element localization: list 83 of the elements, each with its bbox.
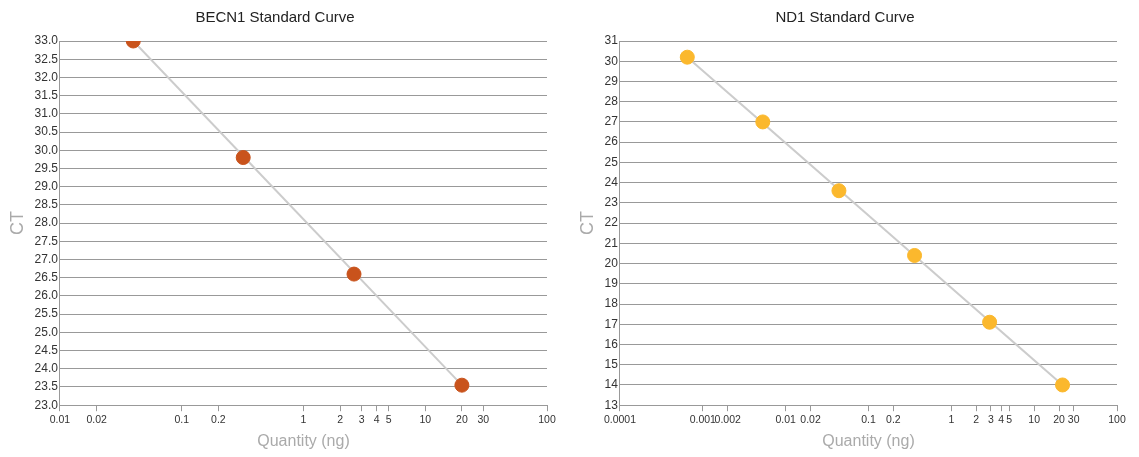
y-tick-label: 14 xyxy=(604,377,619,392)
y-tick-label: 31 xyxy=(604,33,619,48)
point xyxy=(831,183,847,199)
y-axis-title: CT xyxy=(576,211,597,236)
y-tick-label: 27.5 xyxy=(34,233,59,248)
y-tick-label: 15 xyxy=(604,357,619,372)
x-tick-label: 0.2 xyxy=(886,413,901,426)
y-tick-label: 23.0 xyxy=(34,397,59,412)
y-tick-label: 27.0 xyxy=(34,251,59,266)
x-tick-label: 4 xyxy=(998,413,1005,426)
y-tick-label: 30.0 xyxy=(34,142,59,157)
x-tick-label: 5 xyxy=(385,413,392,426)
y-tick-label: 26.5 xyxy=(34,270,59,285)
x-tick-label: 4 xyxy=(373,413,380,426)
y-tick-label: 20 xyxy=(604,255,619,270)
x-tick-label: 30 xyxy=(1067,413,1080,426)
x-tick-label: 5 xyxy=(1006,413,1013,426)
y-tick-label: 13 xyxy=(604,397,619,412)
y-tick-label: 31.0 xyxy=(34,106,59,121)
y-tick-label: 26 xyxy=(604,134,619,149)
y-tick-label: 23 xyxy=(604,195,619,210)
point xyxy=(755,114,771,130)
y-tick-label: 28.5 xyxy=(34,197,59,212)
y-tick-label: 32.0 xyxy=(34,69,59,84)
y-tick-label: 26.0 xyxy=(34,288,59,303)
y-tick-label: 25 xyxy=(604,154,619,169)
x-tick-label: 0.02 xyxy=(86,413,107,426)
y-tick-label: 27 xyxy=(604,114,619,129)
y-tick-label: 28 xyxy=(604,94,619,109)
x-tick-label: 3 xyxy=(987,413,994,426)
y-tick-label: 17 xyxy=(604,316,619,331)
x-tick-label: 2 xyxy=(973,413,980,426)
y-tick-label: 28.0 xyxy=(34,215,59,230)
y-tick-label: 25.0 xyxy=(34,324,59,339)
x-tick-label: 0.002 xyxy=(714,413,742,426)
x-tick-label: 1 xyxy=(300,413,307,426)
y-tick-label: 29 xyxy=(604,73,619,88)
x-tick-label: 0.01 xyxy=(775,413,797,426)
x-tick-label: 20 xyxy=(1053,413,1066,426)
point xyxy=(235,150,251,166)
point xyxy=(907,247,923,263)
chart-title: ND1 Standard Curve xyxy=(775,8,915,26)
x-tick-label: 100 xyxy=(538,413,556,426)
point xyxy=(454,377,470,393)
x-axis-title: Quantity (ng) xyxy=(257,431,350,449)
point xyxy=(679,49,695,65)
x-tick-label: 0.02 xyxy=(800,413,821,426)
x-tick-label: 10 xyxy=(1028,413,1041,426)
chart-title: BECN1 Standard Curve xyxy=(195,8,355,26)
x-tick-label: 3 xyxy=(358,413,365,426)
x-tick-label: 30 xyxy=(477,413,490,426)
y-tick-label: 29.5 xyxy=(34,160,59,175)
x-tick-label: 20 xyxy=(456,413,468,426)
y-tick-label: 30 xyxy=(604,53,619,68)
y-tick-label: 25.5 xyxy=(34,306,59,321)
y-tick-label: 24 xyxy=(604,174,619,189)
x-tick-label: 0.1 xyxy=(861,413,876,426)
x-tick-label: 0.001 xyxy=(689,413,717,426)
y-tick-label: 33.0 xyxy=(34,33,59,48)
y-tick-label: 24.0 xyxy=(34,361,59,376)
x-tick-label: 0.01 xyxy=(49,413,71,426)
y-tick-label: 31.5 xyxy=(34,87,59,102)
x-tick-label: 100 xyxy=(1108,413,1126,426)
x-tick-label: 0.2 xyxy=(211,413,226,426)
x-tick-label: 0.0001 xyxy=(603,413,637,426)
y-tick-label: 24.5 xyxy=(34,342,59,357)
y-tick-label: 18 xyxy=(604,296,619,311)
y-tick-label: 21 xyxy=(604,235,619,250)
x-axis-title: Quantity (ng) xyxy=(822,431,915,449)
x-tick-label: 10 xyxy=(419,413,432,426)
y-tick-label: 32.5 xyxy=(34,51,59,66)
y-tick-label: 30.5 xyxy=(34,124,59,139)
x-tick-label: 0.1 xyxy=(174,413,190,426)
point xyxy=(346,266,362,282)
y-tick-label: 19 xyxy=(604,276,619,291)
point xyxy=(982,314,998,330)
y-axis-title: CT xyxy=(6,211,27,236)
x-tick-label: 2 xyxy=(337,413,344,426)
x-tick-label: 1 xyxy=(948,413,955,426)
y-tick-label: 29.0 xyxy=(34,178,59,193)
y-tick-label: 22 xyxy=(604,215,619,230)
y-tick-label: 16 xyxy=(604,336,619,351)
y-tick-label: 23.5 xyxy=(34,379,59,394)
